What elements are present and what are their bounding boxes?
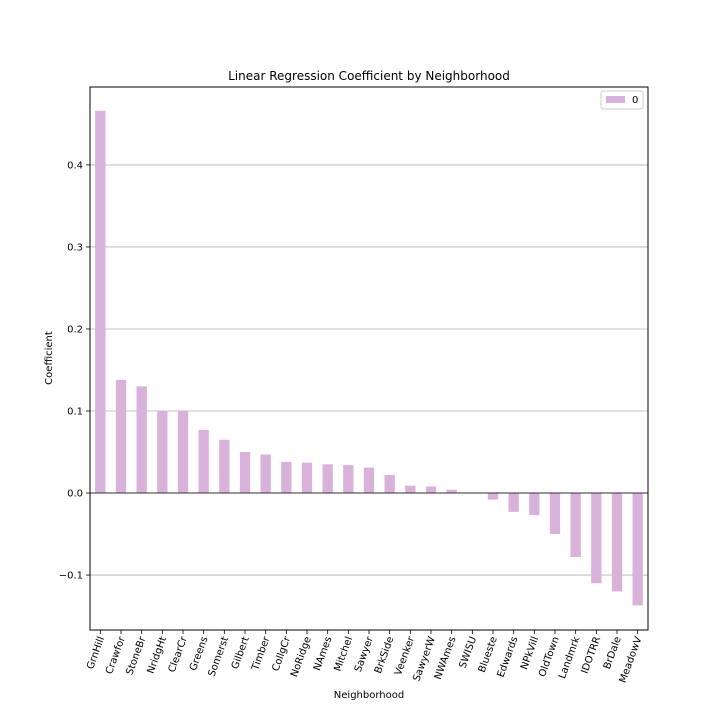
bar-Sawyer: [363, 467, 375, 494]
y-tick-label: −0.1: [59, 571, 83, 582]
bar-MeadowV: [632, 493, 643, 606]
bar-Greens: [198, 429, 209, 494]
bar-Mitchel: [343, 465, 354, 494]
bar-Crawfor: [115, 379, 127, 494]
bar-OldTown: [549, 493, 561, 535]
bar-BrDale: [611, 493, 623, 592]
bars: [95, 110, 643, 606]
bar-NAmes: [322, 464, 333, 494]
bar-Somerst: [219, 439, 230, 494]
bar-Blueste: [487, 493, 499, 500]
bar-NridgHt: [157, 410, 168, 494]
bar-IDOTRR: [591, 493, 602, 584]
legend-label: 0: [632, 95, 638, 106]
y-tick-label: 0.3: [67, 242, 83, 253]
y-axis-label: Coefficient: [44, 331, 55, 385]
bar-NWAmes: [446, 489, 457, 494]
bar-Veenker: [405, 485, 416, 494]
bar-Landmrk: [570, 493, 581, 557]
legend: 0: [600, 90, 644, 110]
y-tick-label: 0.4: [67, 160, 83, 171]
bar-Timber: [260, 454, 271, 494]
bar-NoRidge: [301, 462, 313, 494]
bar-ClearCr: [177, 410, 189, 494]
chart-title: Linear Regression Coefficient by Neighbo…: [228, 69, 510, 83]
bar-CollgCr: [281, 461, 292, 494]
y-tick-label: 0.2: [67, 324, 83, 335]
bar-BrkSide: [384, 474, 395, 494]
bar-SawyerW: [425, 486, 437, 494]
bar-Edwards: [508, 493, 519, 512]
y-tick-label: 0.0: [67, 489, 83, 500]
x-axis-label: Neighborhood: [334, 690, 404, 701]
bar-GrnHill: [95, 110, 106, 494]
bar-NPkVill: [529, 493, 540, 516]
y-axis: −0.1 0.0 0.1 0.2 0.3 0.4: [59, 160, 90, 582]
bar-StoneBr: [136, 386, 147, 494]
legend-swatch: [606, 96, 625, 103]
bar-Gilbert: [239, 452, 251, 494]
y-tick-label: 0.1: [67, 406, 83, 417]
